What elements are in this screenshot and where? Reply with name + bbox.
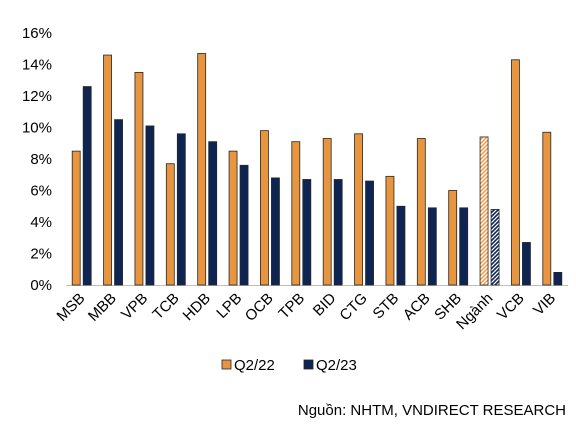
bar-Q2-22-VIB xyxy=(542,131,552,286)
bar-Q2-22-TPB xyxy=(291,141,301,286)
y-tick-label: 14% xyxy=(22,57,52,74)
x-tick-label: TCB xyxy=(149,290,182,323)
y-tick-label: 0% xyxy=(30,277,52,294)
bar-Q2-23-TCB xyxy=(176,133,186,286)
legend-swatch xyxy=(221,359,232,370)
x-tick-label: STB xyxy=(370,290,403,323)
x-tick-label: VPB xyxy=(118,290,151,323)
bar-Q2-22-CTG xyxy=(354,133,363,286)
y-tick-label: 2% xyxy=(30,246,52,263)
y-tick-label: 8% xyxy=(30,151,52,168)
legend-swatch xyxy=(303,359,314,370)
legend: Q2/22 Q2/23 xyxy=(221,357,357,374)
x-tick-label: BID xyxy=(310,290,340,320)
bar-Q2-23-VIB xyxy=(553,271,563,286)
bar-Q2-23-BID xyxy=(333,179,343,286)
source-note: Nguồn: NHTM, VNDIRECT RESEARCH xyxy=(297,402,566,419)
bar-Q2-22-HDB xyxy=(197,53,207,286)
legend-label: Q2/22 xyxy=(234,357,275,374)
y-tick-label: 10% xyxy=(22,120,52,137)
bar-Q2-23-TPB xyxy=(302,179,312,286)
y-tick-label: 4% xyxy=(30,214,52,231)
bar-Q2-22-VPB xyxy=(134,71,144,286)
x-tick-label: Ngành xyxy=(453,290,496,333)
bar-Q2-22-TCB xyxy=(165,163,175,286)
bar-Q2-22-ACB xyxy=(416,138,426,286)
x-tick-label: VCB xyxy=(494,290,528,324)
x-tick-label: OCB xyxy=(242,290,277,325)
x-tick-label: VIB xyxy=(530,290,559,319)
x-tick-label: CTG xyxy=(336,290,370,324)
bar-Q2-23-MSB xyxy=(82,86,92,286)
x-tick-label: ACB xyxy=(400,290,434,324)
y-tick-label: 16% xyxy=(22,25,52,42)
bar-Q2-23-SHB xyxy=(459,207,469,286)
bar-Q2-22-LPB xyxy=(228,150,238,286)
bar-Q2-23-VPB xyxy=(145,125,155,286)
bar-Q2-23-ACB xyxy=(427,207,437,286)
bar-Q2-22-SHB xyxy=(448,190,458,286)
x-tick-label: HDB xyxy=(180,290,214,324)
bar-Q2-23-OCB xyxy=(271,177,280,286)
bar-Q2-23-HDB xyxy=(208,141,218,286)
y-axis: 0% 2% 4% 6% 8% 10% 12% 14% 16% xyxy=(22,25,52,294)
y-tick-label: 12% xyxy=(22,88,52,105)
bar-Q2-22-VCB xyxy=(511,59,520,286)
x-tick-label: LPB xyxy=(213,290,245,322)
bar-Q2-23-VCB xyxy=(522,242,531,286)
bar-Q2-22-STB xyxy=(385,175,395,286)
bar-Q2-23-CTG xyxy=(365,180,374,286)
bar-Q2-22-Ngành xyxy=(479,136,489,286)
legend-label: Q2/23 xyxy=(316,357,357,374)
bar-Q2-23-Ngành xyxy=(490,208,500,286)
bar-Q2-22-MSB xyxy=(71,150,81,286)
bar-Q2-23-STB xyxy=(396,205,406,286)
bar-Q2-22-BID xyxy=(322,138,332,286)
y-tick-label: 6% xyxy=(30,183,52,200)
bar-Q2-22-MBB xyxy=(103,54,112,286)
bar-Q2-22-OCB xyxy=(260,130,269,286)
bars xyxy=(71,53,563,286)
bar-Q2-23-LPB xyxy=(239,164,249,286)
x-tick-label: MBB xyxy=(85,290,120,325)
x-tick-label: TPB xyxy=(275,290,308,323)
x-tick-label: MSB xyxy=(54,290,89,325)
bar-Q2-23-MBB xyxy=(114,119,123,286)
